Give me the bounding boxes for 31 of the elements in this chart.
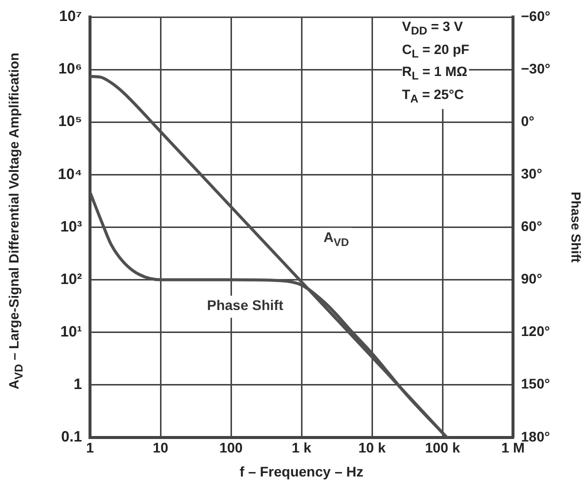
y-tick-label: 10¹ [60,323,82,340]
y2-axis-title: Phase Shift [568,192,584,264]
annotation: C$_{L}$ = 20 pF [402,40,470,62]
x-tick-label: 100 k [424,440,460,456]
y2-tick-label: 180° [521,428,550,444]
y2-tick-label: 120° [521,323,550,340]
y-tick-label: 0.1 [61,428,82,446]
annotation: V$_{DD}$ = 3 V [402,18,464,40]
y2-tick-label: 60° [521,218,542,234]
y2-tick-label: −60° [521,8,550,24]
y2-tick-label: −30° [521,60,550,76]
y-tick-label: 10⁴ [58,166,82,183]
y-tick-label: 10³ [60,218,82,236]
x-tick-label: 100 [219,440,243,456]
y2-tick-label: 0° [521,112,534,129]
y-tick-label: 10⁵ [58,113,82,130]
y-tick-label: 10⁶ [58,60,82,78]
series-label: Phase Shift [207,296,284,313]
x-tick-label: 10 [152,440,168,456]
annotation: R$_{L}$ = 1 MΩ [402,63,468,86]
y-tick-label: 10⁷ [59,8,82,26]
x-tick-label: 1 k [292,440,312,456]
y2-tick-label: 90° [521,270,542,287]
y-tick-label: 1 [74,376,82,393]
y-tick-label: 10² [60,270,82,288]
annotation: T$_{A}$ = 25°C [402,86,465,108]
y2-tick-label: 150° [521,376,550,392]
x-axis-title: f – Frequency – Hz [240,463,364,480]
x-tick-label: 10 k [358,440,386,456]
x-tick-label: 1 [86,440,94,456]
y2-tick-label: 30° [521,166,542,182]
